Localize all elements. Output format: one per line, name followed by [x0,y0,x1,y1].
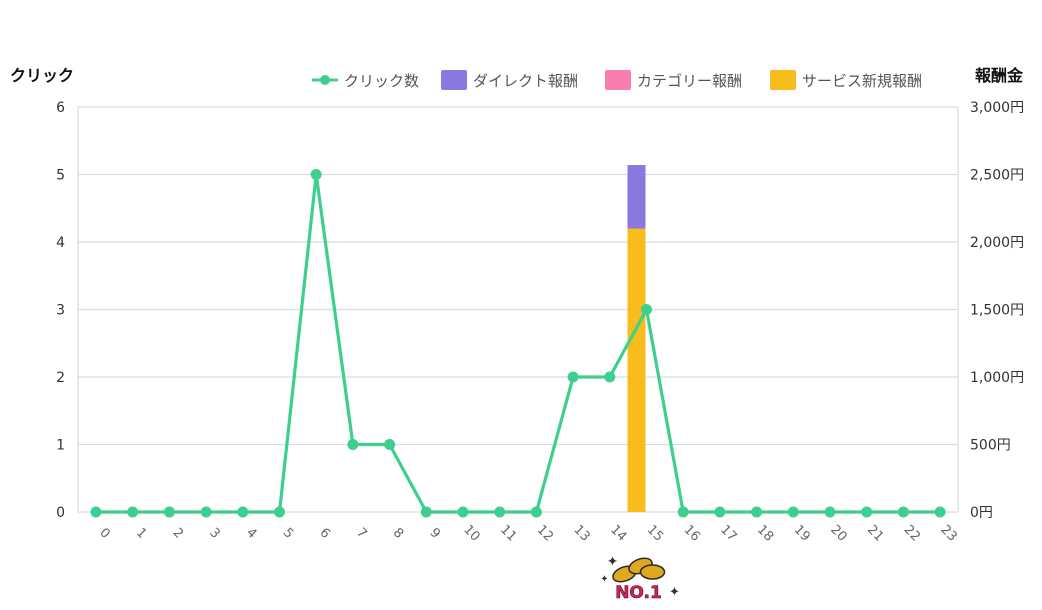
click-point [641,304,652,315]
right-axis-title: 報酬金 [975,66,1024,85]
x-tick-label: 17 [717,522,739,544]
click-point [90,506,102,518]
x-tick-label: 22 [901,522,923,544]
x-tick-label: 13 [570,522,592,544]
left-tick-label: 4 [56,235,65,251]
click-point [567,371,579,383]
gold-coins-icon [612,557,666,583]
x-axis: 0 1 2 3 4 5 6 7 8 9 10 11 12 13 14 15 16 17 18 19 20 21 22 23 [96,522,959,544]
x-tick-label: 6 [316,525,332,541]
left-tick-label: 1 [56,438,65,454]
right-axis: 0円 500円 1,000円 1,500円 2,000円 2,500円 3,000円 [970,100,1024,521]
click-point [420,506,432,518]
right-tick-label: 2,500円 [970,168,1024,184]
x-tick-label: 20 [827,522,849,544]
grid [77,106,959,513]
click-point [530,506,542,518]
legend-label: クリック数 [344,72,419,90]
legend-swatch-dot [320,75,330,85]
sparkle-icon: ✦ [607,554,619,570]
bars [627,165,646,512]
click-point [237,506,249,518]
x-tick-label: 16 [681,522,703,544]
x-tick-label: 19 [791,522,813,544]
x-tick-label: 23 [937,522,959,544]
click-point [751,506,763,518]
left-tick-label: 3 [56,303,65,319]
x-tick-label: 11 [497,522,519,544]
right-tick-label: 2,000円 [970,235,1024,251]
x-tick-label: 10 [460,522,482,544]
legend-label: サービス新規報酬 [802,72,922,90]
left-tick-label: 5 [56,168,65,184]
coin [639,564,666,580]
no1-label: NO.1 [615,583,662,603]
x-tick-label: 12 [534,522,556,544]
click-point [310,169,322,180]
click-point [861,506,873,518]
x-tick-label: 0 [96,525,112,541]
left-tick-label: 0 [56,505,65,521]
right-tick-label: 1,000円 [970,370,1024,386]
no1-badge: ✦ ✦ ✦ NO.1 [600,554,680,603]
click-point [824,506,836,518]
click-points [90,169,946,518]
x-tick-label: 8 [390,525,406,541]
click-line [96,172,941,514]
x-tick-label: 1 [133,525,149,541]
left-axis: 0 1 2 3 4 5 6 [56,100,65,521]
right-tick-label: 1,500円 [970,303,1024,319]
click-point [677,506,689,518]
click-point [714,506,726,518]
click-point [897,506,909,518]
bar-ダイレクト報酬 [627,165,646,229]
x-tick-label: 7 [353,525,369,541]
click-point [274,506,285,518]
x-tick-label: 9 [427,525,443,541]
left-axis-title: クリック [10,66,74,85]
click-point [384,439,396,450]
legend-swatch [605,70,631,90]
legend: クリック数 ダイレクト報酬 カテゴリー報酬 サービス新規報酬 [312,70,922,90]
legend-label: カテゴリー報酬 [637,72,742,90]
x-tick-label: 21 [864,522,886,544]
legend-label: ダイレクト報酬 [473,72,578,90]
click-point [163,506,175,518]
x-tick-label: 4 [243,525,259,541]
x-tick-label: 14 [607,522,629,544]
x-tick-label: 15 [644,522,666,544]
right-tick-label: 0円 [970,505,993,521]
click-point [787,506,799,518]
bar-サービス新規報酬 [627,228,646,512]
click-point [127,506,139,518]
x-tick-label: 3 [206,525,222,541]
x-tick-label: 5 [280,525,296,541]
click-point [494,506,506,518]
legend-swatch [770,70,796,90]
sparkle-icon: ✦ [669,585,680,600]
legend-swatch [441,70,467,90]
click-point [347,439,359,450]
left-tick-label: 6 [56,100,65,116]
right-tick-label: 3,000円 [970,100,1024,116]
right-tick-label: 500円 [970,438,1011,454]
click-point [457,506,469,518]
x-tick-label: 18 [754,522,776,544]
click-point [604,371,616,383]
click-point [200,506,212,518]
sparkle-icon: ✦ [600,574,608,585]
left-tick-label: 2 [56,370,65,386]
click-series-line [96,172,941,514]
click-point [934,506,946,518]
x-tick-label: 2 [170,525,186,541]
